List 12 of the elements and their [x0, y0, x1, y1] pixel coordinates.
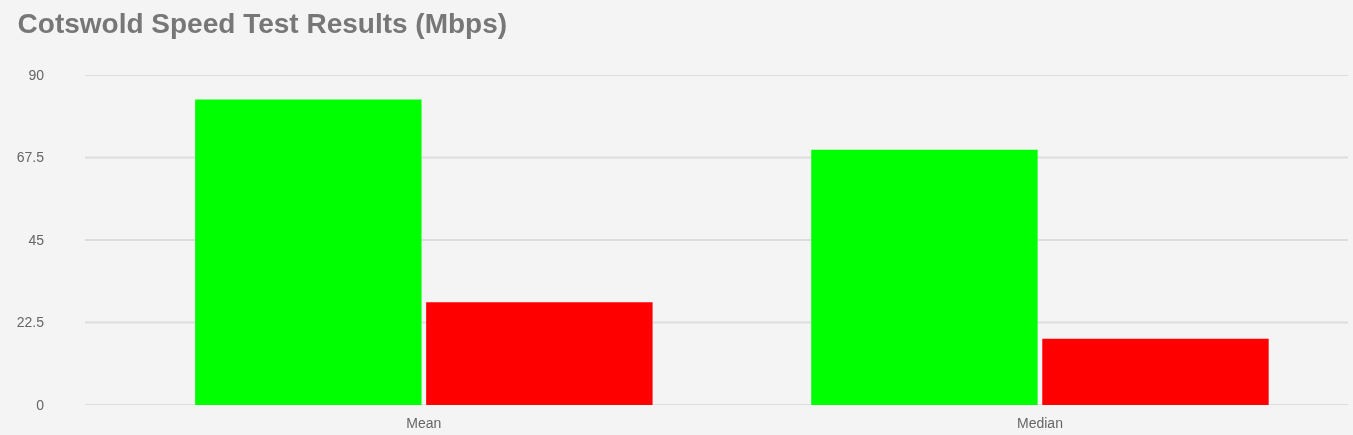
y-tick-label: 67.5: [16, 149, 45, 166]
y-tick-label: 22.5: [16, 314, 45, 331]
x-tick-label: Median: [1016, 415, 1063, 431]
bar: [195, 99, 422, 405]
bar: [1042, 338, 1269, 405]
y-tick-label: 0: [36, 396, 45, 413]
bar: [426, 302, 653, 405]
bar: [811, 149, 1038, 405]
y-tick-label: 90: [28, 66, 45, 83]
y-tick-label: 45: [28, 231, 45, 248]
x-tick-label: Mean: [406, 415, 442, 431]
chart-title: Cotswold Speed Test Results (Mbps): [17, 7, 508, 39]
